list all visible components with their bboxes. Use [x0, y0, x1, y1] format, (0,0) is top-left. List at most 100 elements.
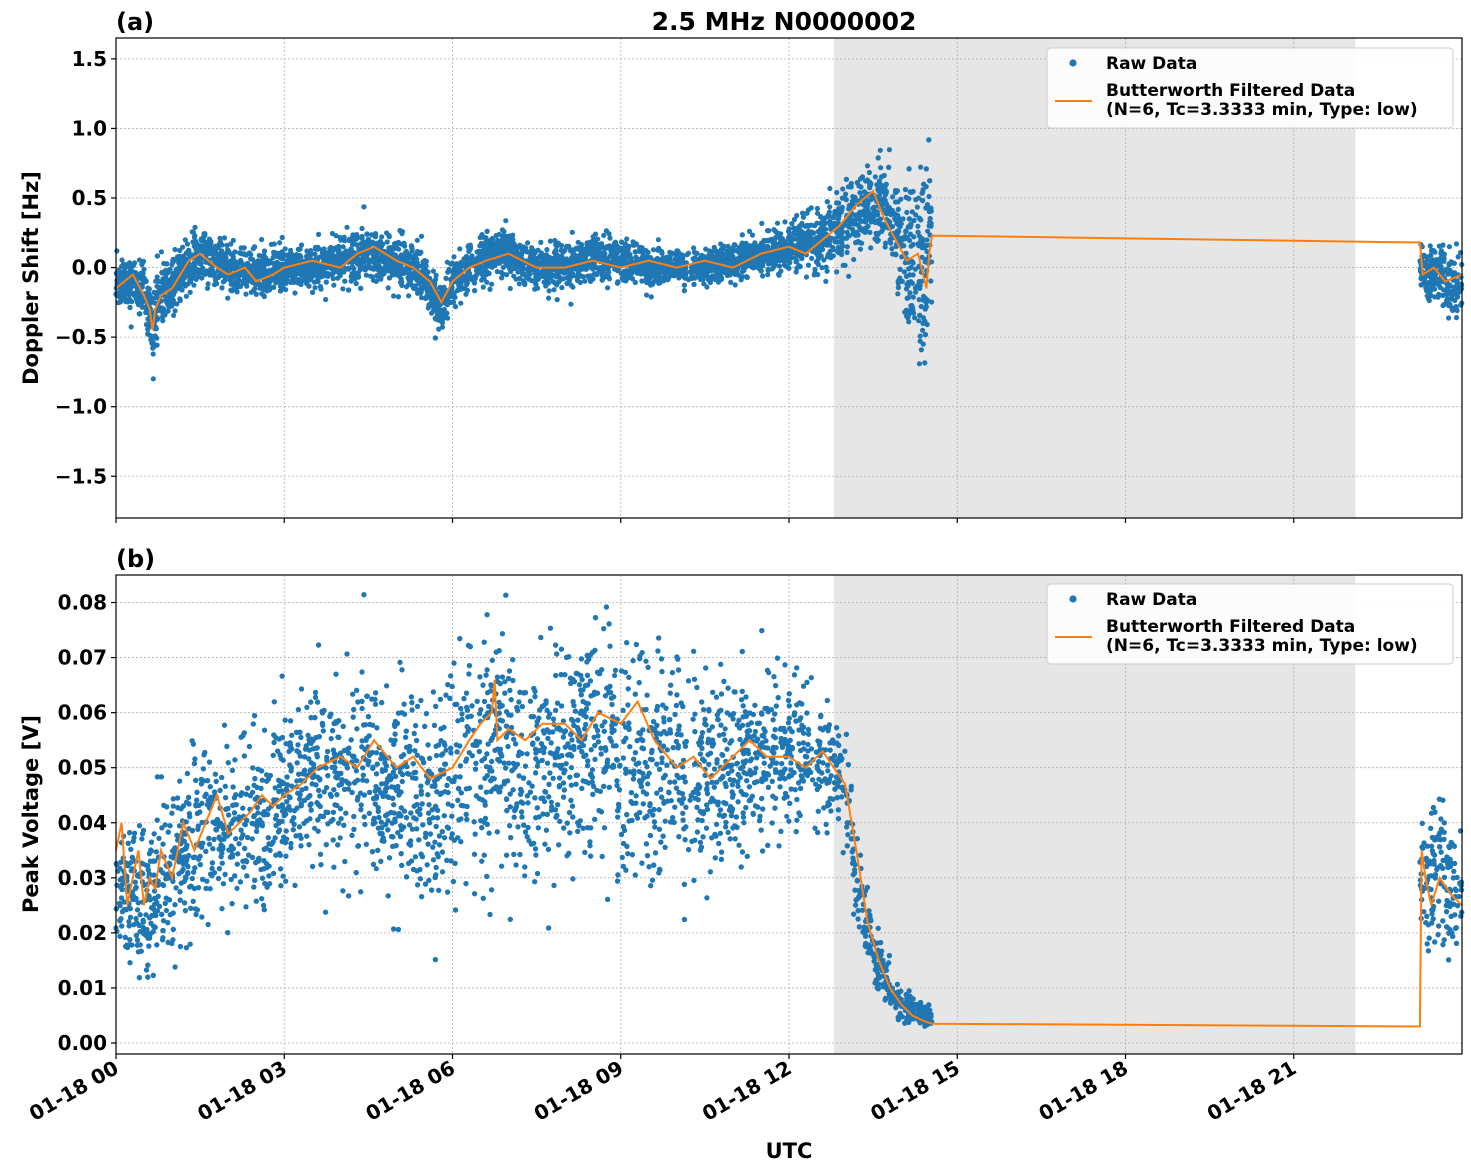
raw-data-point	[136, 311, 142, 317]
raw-data-point	[825, 213, 831, 220]
raw-data-point	[803, 274, 810, 280]
raw-data-point	[432, 335, 438, 341]
raw-data-point	[910, 241, 916, 248]
raw-data-point	[215, 274, 222, 280]
raw-data-point	[812, 270, 818, 276]
raw-data-point	[150, 351, 156, 357]
raw-data-point	[265, 268, 271, 274]
raw-data-point	[917, 338, 923, 344]
raw-data-point	[499, 275, 505, 281]
raw-data-point	[1446, 262, 1452, 268]
raw-data-point	[445, 315, 451, 321]
raw-data-point	[655, 237, 662, 243]
raw-data-point	[229, 288, 235, 294]
raw-data-point	[904, 209, 910, 215]
raw-data-point	[850, 226, 856, 233]
raw-data-point	[503, 218, 509, 224]
raw-data-point	[436, 326, 442, 332]
raw-data-point	[292, 290, 298, 296]
raw-data-point	[918, 164, 924, 170]
raw-data-point	[643, 275, 650, 282]
raw-data-point	[1432, 294, 1438, 300]
raw-data-point	[605, 285, 611, 291]
raw-data-point	[219, 248, 225, 254]
raw-data-point	[160, 276, 166, 282]
raw-data-point	[204, 285, 211, 291]
raw-data-point	[895, 291, 901, 297]
raw-data-point	[895, 206, 901, 212]
raw-data-point	[145, 285, 151, 291]
raw-data-point	[291, 273, 297, 279]
raw-data-point	[644, 292, 650, 298]
raw-data-point	[857, 190, 863, 196]
raw-data-point	[559, 285, 565, 291]
raw-data-point	[224, 242, 230, 248]
raw-data-point	[277, 240, 283, 246]
raw-data-point	[818, 214, 824, 220]
raw-data-point	[1453, 241, 1460, 247]
raw-data-point	[243, 291, 249, 297]
raw-data-point	[160, 313, 166, 319]
raw-data-point	[219, 285, 225, 291]
raw-data-point	[546, 288, 552, 294]
raw-data-point	[538, 239, 544, 245]
raw-data-point	[271, 241, 277, 247]
raw-data-point	[914, 204, 920, 210]
raw-data-point	[149, 340, 155, 346]
raw-data-point	[151, 334, 157, 340]
raw-data-point	[890, 194, 896, 200]
raw-data-point	[128, 324, 134, 330]
raw-data-point	[805, 262, 812, 268]
raw-data-point	[765, 267, 771, 274]
raw-data-point	[279, 234, 285, 241]
raw-data-point	[507, 285, 513, 292]
raw-data-point	[205, 281, 211, 287]
raw-data-point	[917, 333, 923, 339]
raw-data-point	[253, 291, 259, 297]
raw-data-point	[707, 279, 714, 285]
raw-data-point	[765, 272, 771, 278]
raw-data-point	[875, 186, 881, 192]
raw-data-point	[202, 231, 208, 237]
raw-data-point	[846, 273, 852, 279]
raw-data-point	[517, 275, 523, 281]
raw-data-point	[391, 293, 397, 299]
raw-data-point	[776, 272, 782, 278]
raw-data-point	[433, 272, 439, 278]
raw-data-point	[840, 186, 846, 192]
raw-data-point	[414, 237, 420, 243]
raw-data-point	[774, 220, 781, 226]
raw-data-point	[508, 268, 514, 275]
raw-data-point	[758, 268, 764, 274]
raw-data-point	[929, 259, 935, 265]
raw-data-point	[452, 294, 458, 300]
raw-data-point	[718, 241, 724, 247]
raw-data-point	[340, 244, 346, 250]
raw-data-point	[902, 186, 909, 193]
raw-data-point	[907, 290, 913, 296]
raw-data-point	[150, 376, 156, 382]
raw-data-point	[165, 308, 171, 314]
raw-data-point	[876, 230, 882, 236]
raw-data-point	[331, 282, 337, 288]
raw-data-point	[252, 286, 258, 292]
raw-data-point	[323, 279, 329, 285]
raw-data-point	[1453, 315, 1460, 321]
raw-data-point	[793, 269, 799, 275]
raw-data-point	[892, 199, 899, 205]
raw-data-point	[494, 269, 500, 275]
raw-data-point	[850, 220, 856, 226]
raw-data-point	[681, 288, 688, 294]
raw-data-point	[607, 253, 613, 259]
raw-data-point	[526, 276, 532, 282]
raw-data-point	[878, 165, 884, 171]
raw-data-point	[536, 255, 542, 261]
raw-data-point	[872, 174, 879, 180]
raw-data-point	[911, 217, 917, 223]
raw-data-point	[704, 284, 710, 290]
raw-data-point	[384, 239, 390, 245]
raw-data-point	[739, 232, 745, 238]
raw-data-point	[876, 193, 883, 199]
raw-data-point	[814, 210, 821, 216]
